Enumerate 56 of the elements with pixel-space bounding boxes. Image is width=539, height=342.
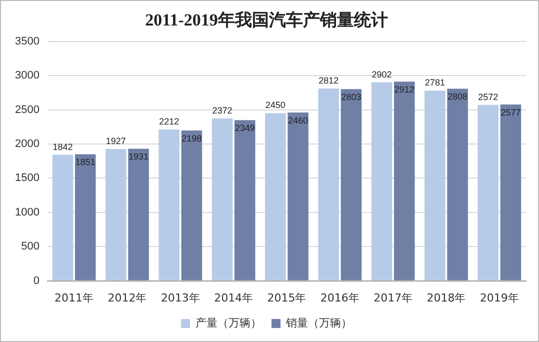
bar (394, 82, 415, 280)
x-tick-label: 2016年 (320, 291, 360, 304)
data-label: 2572 (478, 92, 498, 102)
y-tick-label: 0 (33, 274, 40, 287)
data-label: 2460 (288, 116, 308, 126)
data-label: 2902 (372, 69, 392, 80)
x-tick-label: 2011年 (54, 291, 94, 304)
data-label: 2212 (159, 116, 180, 126)
bar (265, 113, 286, 280)
bar (447, 88, 468, 280)
bar (181, 130, 202, 280)
legend-label: 销量（万辆） (285, 316, 352, 330)
x-tick-label: 2013年 (160, 291, 200, 304)
y-tick-label: 2000 (14, 138, 40, 150)
data-label: 1851 (75, 157, 96, 168)
data-label: 2577 (500, 108, 521, 118)
data-label: 1927 (106, 136, 126, 146)
data-label: 2372 (212, 106, 232, 116)
data-label: 2349 (234, 123, 255, 134)
bar (340, 89, 362, 280)
bar (318, 88, 339, 280)
y-tick-label: 3000 (14, 70, 40, 82)
chart-title: 2011-2019年我国汽车产销量统计 (145, 10, 388, 30)
y-tick-label: 2500 (14, 104, 40, 116)
bar (424, 90, 446, 280)
data-label: 2912 (394, 84, 414, 95)
x-tick-label: 2019年 (480, 291, 519, 304)
y-tick-label: 1500 (14, 172, 40, 184)
y-tick-label: 500 (21, 240, 40, 253)
bar (478, 104, 499, 280)
data-label: 1842 (52, 142, 73, 152)
y-tick-label: 1000 (14, 206, 40, 218)
bar (212, 118, 233, 280)
data-label: 2808 (448, 92, 468, 102)
bar (288, 112, 308, 280)
bar (106, 148, 126, 280)
data-label: 2198 (182, 133, 202, 144)
data-label: 2781 (424, 78, 445, 88)
bar (128, 148, 149, 280)
bar (74, 154, 96, 280)
bar (371, 82, 392, 280)
x-tick-label: 2012年 (108, 291, 147, 304)
y-tick-label: 3500 (14, 35, 40, 48)
bar (158, 130, 180, 280)
data-label: 2450 (265, 100, 286, 110)
x-tick-label: 2017年 (374, 291, 413, 304)
x-tick-label: 2018年 (426, 291, 466, 304)
data-label: 2803 (341, 92, 362, 102)
x-tick-label: 2015年 (267, 291, 306, 304)
bar (52, 154, 74, 280)
data-label: 1931 (128, 152, 149, 162)
bar (234, 120, 256, 280)
data-label: 2812 (318, 75, 339, 86)
x-tick-label: 2014年 (214, 291, 254, 304)
legend-label: 产量（万辆） (196, 316, 262, 330)
bar (500, 104, 522, 280)
